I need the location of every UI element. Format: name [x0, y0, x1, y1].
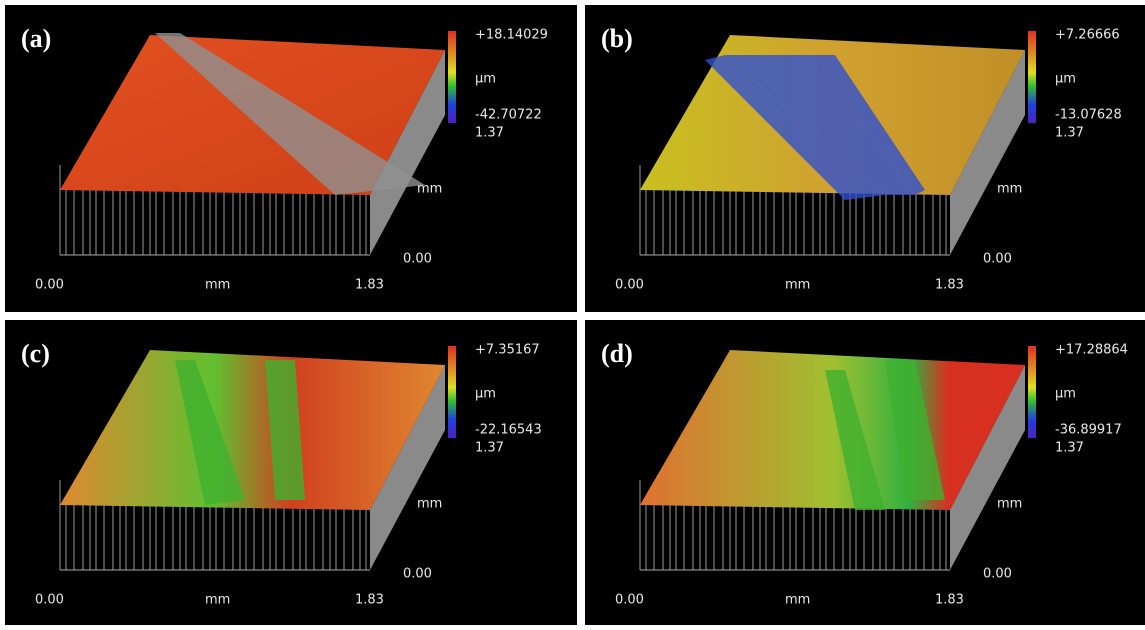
side-face — [370, 50, 445, 255]
surface-feature — [705, 55, 885, 200]
x-unit: mm — [205, 593, 230, 608]
min-value: -13.07628 — [1055, 108, 1122, 123]
surface-feature — [725, 55, 915, 195]
min-value: -42.70722 — [475, 108, 542, 123]
panel: (c) +7.35167 µm -22.16543 1.37 mm 0.00 0.00 mm 1.… — [5, 320, 577, 625]
panel-label: (b) — [601, 24, 633, 53]
color-bar — [448, 346, 456, 438]
panel-label: (c) — [21, 339, 50, 368]
panel: (a) +18.14029 µm -42.70722 1.37 mm 0.00 0.00 mm 1… — [5, 5, 577, 312]
surface-feature — [155, 33, 425, 195]
x-end: 1.83 — [355, 278, 384, 293]
surface-feature — [175, 360, 245, 505]
panel: (b) +7.26666 µm -13.07628 1.37 mm 0.00 0.00 mm 1.… — [585, 5, 1145, 312]
z-bottom: 0.00 — [403, 567, 432, 582]
x-start: 0.00 — [615, 593, 644, 608]
panel: (d) +17.28864 µm -36.89917 1.37 mm 0.00 0.00 mm 1… — [585, 320, 1145, 625]
surface-feature — [885, 360, 945, 500]
max-value: +18.14029 — [475, 28, 548, 43]
value-unit: µm — [1055, 387, 1076, 402]
z-top: 1.37 — [1055, 441, 1084, 456]
z-bottom: 0.00 — [983, 252, 1012, 267]
min-value: -22.16543 — [475, 423, 542, 438]
color-bar — [1028, 346, 1036, 438]
z-bottom: 0.00 — [983, 567, 1012, 582]
x-unit: mm — [785, 593, 810, 608]
color-bar — [1028, 31, 1036, 123]
x-end: 1.83 — [935, 278, 964, 293]
x-start: 0.00 — [35, 593, 64, 608]
surface-feature — [825, 370, 885, 510]
x-start: 0.00 — [615, 278, 644, 293]
side-face — [950, 50, 1025, 255]
z-top: 1.37 — [475, 441, 504, 456]
color-bar — [448, 31, 456, 123]
max-value: +7.35167 — [475, 343, 540, 358]
x-end: 1.83 — [355, 593, 384, 608]
min-value: -36.89917 — [1055, 423, 1122, 438]
panel-label: (d) — [601, 339, 633, 368]
z-bottom: 0.00 — [403, 252, 432, 267]
x-start: 0.00 — [35, 278, 64, 293]
side-face — [950, 365, 1025, 570]
x-end: 1.83 — [935, 593, 964, 608]
x-unit: mm — [785, 278, 810, 293]
z-unit: mm — [997, 497, 1022, 512]
z-top: 1.37 — [475, 126, 504, 141]
value-unit: µm — [475, 72, 496, 87]
z-unit: mm — [997, 182, 1022, 197]
value-unit: µm — [475, 387, 496, 402]
z-unit: mm — [417, 182, 442, 197]
value-unit: µm — [1055, 72, 1076, 87]
z-unit: mm — [417, 497, 442, 512]
x-unit: mm — [205, 278, 230, 293]
max-value: +7.26666 — [1055, 28, 1120, 43]
z-top: 1.37 — [1055, 126, 1084, 141]
surface-feature — [265, 360, 305, 500]
surface-feature — [815, 55, 925, 195]
panel-label: (a) — [21, 24, 51, 53]
side-face — [370, 365, 445, 570]
max-value: +17.28864 — [1055, 343, 1128, 358]
top-surface — [60, 350, 445, 510]
